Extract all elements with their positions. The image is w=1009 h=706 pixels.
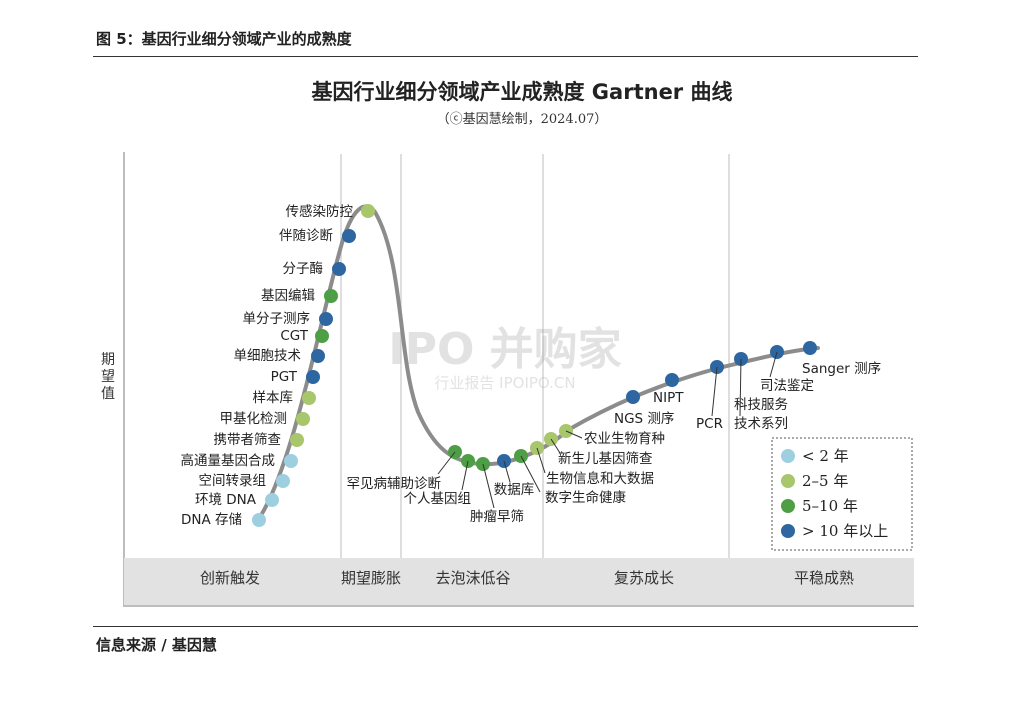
point-nipt — [665, 373, 679, 387]
label-tech-3: 高通量基因合成 — [181, 452, 276, 469]
leader-tech-22 — [565, 430, 583, 439]
point-ngs — [626, 390, 640, 404]
point-tech-12 — [332, 262, 346, 276]
label-tech-10: 单分子测序 — [243, 311, 311, 327]
label-tech-16: 个人基因组 — [404, 490, 472, 507]
svg-text:望: 望 — [101, 369, 115, 385]
label-tech-6: 样本库 — [253, 390, 294, 406]
point-dna — [265, 493, 279, 507]
phase-label-slope: 复苏成长 — [614, 569, 674, 587]
leader-tech-17 — [482, 463, 495, 509]
chart-title: 基因行业细分领域产业成熟度 Gartner 曲线 — [311, 80, 733, 104]
label-tech-26: 技术系列 — [734, 416, 788, 432]
legend: < 2 年 2–5 年 5–10 年 > 10 年以上 — [771, 437, 913, 551]
phase-label-plateau: 平稳成熟 — [794, 569, 854, 587]
label-tech-28: 司法鉴定 — [760, 378, 814, 394]
leader-tech-20 — [536, 447, 546, 474]
legend-swatch-lt2 — [781, 449, 795, 463]
label-tech-19: 数字生命健康 — [545, 489, 626, 506]
phase-band — [124, 558, 914, 606]
label-tech-17: 肿瘤早筛 — [470, 508, 524, 525]
leader-tech-19 — [520, 455, 541, 493]
point-tech-2 — [276, 474, 290, 488]
point-tech-6 — [302, 391, 316, 405]
point-tech-10 — [319, 312, 333, 326]
label-pgt: PGT — [271, 369, 298, 385]
label-ngs: NGS 测序 — [614, 411, 674, 427]
label-tech-21: 新生儿基因筛查 — [558, 450, 653, 467]
point-sanger — [803, 341, 817, 355]
legend-label-y2to5: 2–5 年 — [802, 472, 848, 490]
label-tech-18: 数据库 — [494, 482, 535, 498]
phase-label-trough: 去泡沫低谷 — [435, 569, 510, 587]
label-pcr: PCR — [696, 416, 723, 432]
watermark-main: IPO 并购家 — [388, 324, 621, 375]
leader-tech-18 — [503, 460, 511, 483]
source-note: 信息来源 / 基因慧 — [96, 636, 217, 654]
figure-caption: 图 5：基因行业细分领域产业的成熟度 — [96, 30, 352, 48]
phase-dividers — [340, 154, 730, 558]
label-dna: DNA 存储 — [181, 512, 242, 528]
chart-subtitle: （ⓒ基因慧绘制，2024.07） — [436, 112, 608, 127]
watermark: IPO 并购家 行业报告 IPOIPO.CN — [388, 324, 621, 392]
leader-tech-21 — [550, 438, 561, 454]
point-tech-8 — [311, 349, 325, 363]
label-tech-15: 罕见病辅助诊断 — [347, 476, 442, 492]
legend-swatch-gt10 — [781, 524, 795, 538]
point-tech-3 — [284, 454, 298, 468]
top-rule — [93, 56, 918, 57]
legend-label-y5to10: 5–10 年 — [802, 497, 858, 515]
phase-label-innovation: 创新触发 — [200, 569, 260, 587]
label-tech-27: 科技服务 — [734, 397, 788, 413]
point-tech-5 — [296, 412, 310, 426]
label-tech-2: 空间转录组 — [199, 473, 267, 489]
label-tech-12: 分子酶 — [283, 261, 324, 277]
label-tech-5: 甲基化检测 — [220, 410, 288, 427]
technology-points — [252, 204, 817, 527]
label-tech-22: 农业生物育种 — [584, 431, 665, 447]
legend-swatch-y5to10 — [781, 499, 795, 513]
bottom-rule — [93, 626, 918, 627]
leader-tech-26 — [739, 358, 742, 417]
leader-tech-16 — [461, 460, 469, 491]
legend-label-gt10: > 10 年以上 — [802, 522, 888, 540]
leader-tech-15 — [437, 451, 456, 475]
legend-frame — [771, 437, 913, 551]
watermark-sub: 行业报告 IPOIPO.CN — [434, 374, 575, 392]
label-dna: 环境 DNA — [195, 492, 257, 508]
label-tech-14: 传感染防控 — [286, 203, 354, 220]
label-tech-4: 携带者筛查 — [214, 432, 282, 448]
technology-labels: DNA 存储 环境 DNA 空间转录组 高通量基因合成 携带者筛查 甲基化检测 样本库 PGT… — [181, 203, 882, 528]
label-sanger: Sanger 测序 — [802, 361, 881, 377]
label-nipt: NIPT — [653, 390, 684, 406]
svg-text:期: 期 — [101, 352, 115, 368]
point-tech-14 — [361, 204, 375, 218]
point-tech-11 — [324, 289, 338, 303]
label-tech-20: 生物信息和大数据 — [546, 470, 654, 487]
label-cgt: CGT — [280, 328, 308, 344]
point-tech-4 — [290, 433, 304, 447]
point-dna — [252, 513, 266, 527]
y-axis-label: 期 望 值 — [101, 352, 115, 402]
label-tech-8: 单细胞技术 — [234, 348, 302, 364]
point-pgt — [306, 370, 320, 384]
legend-swatch-y2to5 — [781, 474, 795, 488]
point-cgt — [315, 329, 329, 343]
label-tech-11: 基因编辑 — [261, 287, 315, 304]
leader-lines — [437, 351, 778, 509]
point-tech-13 — [342, 229, 356, 243]
label-tech-13: 伴随诊断 — [279, 228, 333, 244]
svg-text:值: 值 — [101, 386, 115, 402]
leader-pcr — [711, 366, 718, 417]
leader-tech-28 — [769, 351, 778, 378]
phase-label-peak: 期望膨胀 — [341, 569, 401, 587]
legend-label-lt2: < 2 年 — [802, 447, 849, 465]
